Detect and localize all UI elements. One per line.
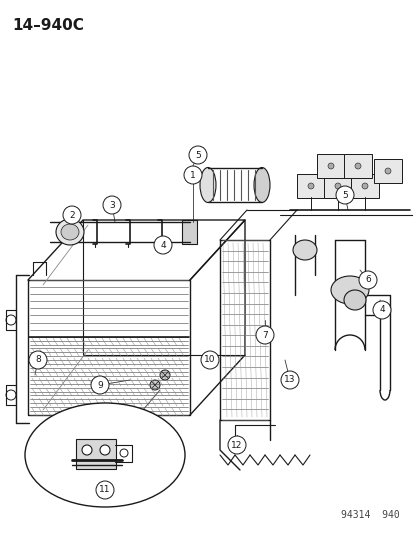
FancyBboxPatch shape <box>296 174 324 198</box>
Circle shape <box>354 163 360 169</box>
Circle shape <box>327 163 333 169</box>
Ellipse shape <box>56 219 84 245</box>
Text: 4: 4 <box>378 305 384 314</box>
Circle shape <box>154 236 171 254</box>
FancyBboxPatch shape <box>76 439 116 469</box>
Text: 5: 5 <box>195 150 200 159</box>
Text: 4: 4 <box>160 240 166 249</box>
Circle shape <box>100 445 110 455</box>
Text: 3: 3 <box>109 200 114 209</box>
Text: 14–940C: 14–940C <box>12 18 84 33</box>
Circle shape <box>255 326 273 344</box>
Ellipse shape <box>199 167 216 203</box>
Text: 94314  940: 94314 940 <box>340 510 399 520</box>
Circle shape <box>150 380 159 390</box>
Text: 8: 8 <box>35 356 41 365</box>
Circle shape <box>334 183 340 189</box>
Circle shape <box>82 445 92 455</box>
Ellipse shape <box>292 240 316 260</box>
Circle shape <box>159 370 170 380</box>
Circle shape <box>29 351 47 369</box>
Circle shape <box>358 271 376 289</box>
Circle shape <box>189 146 206 164</box>
Circle shape <box>384 168 390 174</box>
Ellipse shape <box>343 290 365 310</box>
Circle shape <box>361 183 367 189</box>
FancyBboxPatch shape <box>373 159 401 183</box>
Circle shape <box>183 166 202 184</box>
Circle shape <box>96 481 114 499</box>
FancyBboxPatch shape <box>316 154 344 178</box>
Ellipse shape <box>61 224 79 240</box>
Text: 12: 12 <box>231 440 242 449</box>
Circle shape <box>307 183 313 189</box>
Circle shape <box>201 351 218 369</box>
Circle shape <box>63 206 81 224</box>
Circle shape <box>103 196 121 214</box>
Circle shape <box>228 436 245 454</box>
Circle shape <box>372 301 390 319</box>
Text: 2: 2 <box>69 211 75 220</box>
Text: 9: 9 <box>97 381 102 390</box>
Ellipse shape <box>254 167 269 203</box>
FancyBboxPatch shape <box>323 174 351 198</box>
Circle shape <box>280 371 298 389</box>
Text: 5: 5 <box>341 190 347 199</box>
Text: 11: 11 <box>99 486 111 495</box>
Text: 6: 6 <box>364 276 370 285</box>
FancyBboxPatch shape <box>350 174 378 198</box>
Circle shape <box>335 186 353 204</box>
Circle shape <box>91 376 109 394</box>
Bar <box>182 220 197 244</box>
Text: 7: 7 <box>261 330 267 340</box>
FancyBboxPatch shape <box>343 154 371 178</box>
Circle shape <box>120 449 128 457</box>
Text: 13: 13 <box>284 376 295 384</box>
Text: 10: 10 <box>204 356 215 365</box>
Text: 1: 1 <box>190 171 195 180</box>
Ellipse shape <box>25 403 185 507</box>
Ellipse shape <box>330 276 368 304</box>
